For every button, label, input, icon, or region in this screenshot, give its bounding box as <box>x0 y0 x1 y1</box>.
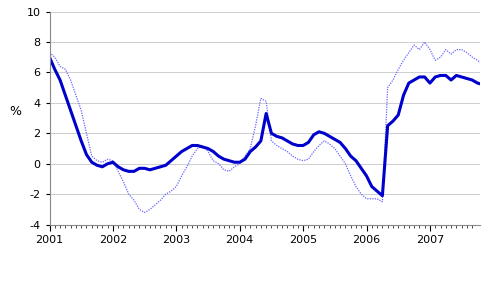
Mekki <box>379 194 385 198</box>
Markki <box>120 180 126 184</box>
Mekki <box>284 139 290 143</box>
Mekki <box>52 68 58 71</box>
Markki <box>52 56 58 59</box>
Line: Markki: Markki <box>50 42 495 213</box>
Mekki <box>453 74 459 77</box>
Markki <box>263 100 269 103</box>
Markki <box>142 211 148 214</box>
Mekki <box>120 168 126 172</box>
Markki <box>453 48 459 51</box>
Markki <box>422 40 428 44</box>
Markki <box>290 154 296 158</box>
Y-axis label: %: % <box>9 105 21 118</box>
Mekki <box>47 56 52 59</box>
Markki <box>459 48 465 51</box>
Line: Mekki: Mekki <box>50 57 495 196</box>
Mekki <box>448 78 454 82</box>
Markki <box>47 51 52 54</box>
